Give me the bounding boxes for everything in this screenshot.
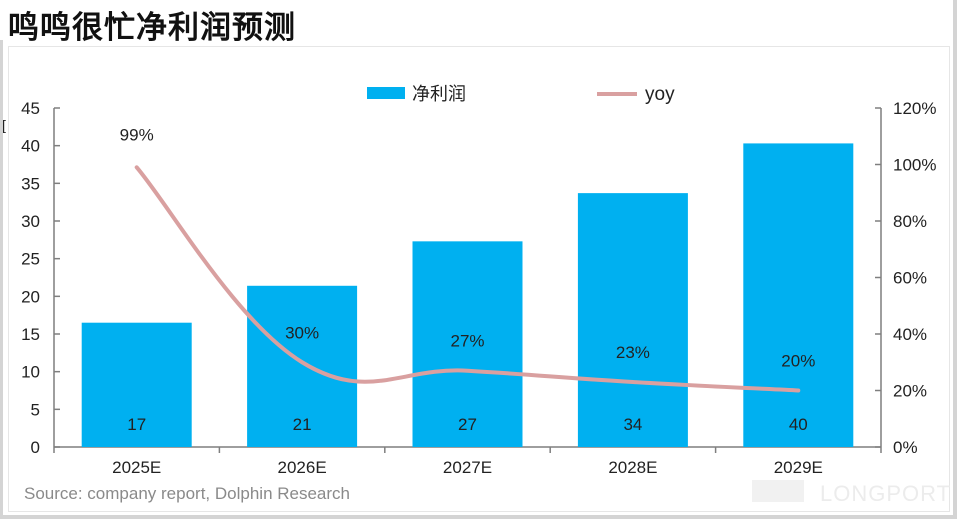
yoy-label: 27% <box>450 332 484 351</box>
bar-2026E <box>247 285 358 447</box>
left-tick-label: 15 <box>21 325 40 344</box>
right-tick-label: 40% <box>893 325 927 344</box>
x-tick-label: 2028E <box>608 458 657 477</box>
right-tick-label: 20% <box>893 382 927 401</box>
bar-2025E <box>81 322 192 447</box>
bar-2029E <box>743 143 854 447</box>
yoy-label: 20% <box>781 352 815 371</box>
left-tick-label: 0 <box>31 438 40 457</box>
yoy-label: 23% <box>616 343 650 362</box>
frame-edge <box>0 40 3 519</box>
bar-value-label: 17 <box>127 415 146 434</box>
right-tick-label: 60% <box>893 269 927 288</box>
right-tick-label: 100% <box>893 156 936 175</box>
legend-bar-label: 净利润 <box>412 84 466 104</box>
left-tick-label: 45 <box>21 99 40 118</box>
right-tick-label: 120% <box>893 99 936 118</box>
bar-2028E <box>577 193 688 447</box>
left-tick-label: 20 <box>21 287 40 306</box>
source-note: Source: company report, Dolphin Research <box>24 484 350 503</box>
x-tick-label: 2025E <box>112 458 161 477</box>
legend-line-label: yoy <box>645 84 675 105</box>
left-tick-label: 5 <box>31 400 40 419</box>
bar-value-label: 21 <box>293 415 312 434</box>
longport-logo-icon <box>752 480 804 502</box>
yoy-label: 30% <box>285 323 319 342</box>
left-tick-label: 30 <box>21 212 40 231</box>
chart-box <box>8 46 950 512</box>
bar-value-label: 34 <box>623 415 642 434</box>
chart-title: 鸣鸣很忙净利润预测 <box>8 10 296 45</box>
left-tick-label: 40 <box>21 137 40 156</box>
legend-bar-swatch <box>367 87 405 99</box>
brand-watermark: LONGPORT <box>820 481 952 506</box>
yoy-label: 99% <box>120 125 154 144</box>
x-tick-label: 2026E <box>278 458 327 477</box>
axis-bracket: [ <box>2 117 6 133</box>
right-tick-label: 0% <box>893 438 918 457</box>
left-tick-label: 35 <box>21 174 40 193</box>
bar-value-label: 27 <box>458 415 477 434</box>
x-tick-label: 2029E <box>774 458 823 477</box>
bar-2027E <box>412 241 523 447</box>
x-tick-label: 2027E <box>443 458 492 477</box>
left-tick-label: 10 <box>21 363 40 382</box>
left-tick-label: 25 <box>21 250 40 269</box>
bar-value-label: 40 <box>789 415 808 434</box>
right-tick-label: 80% <box>893 212 927 231</box>
yoy-line <box>134 165 801 393</box>
